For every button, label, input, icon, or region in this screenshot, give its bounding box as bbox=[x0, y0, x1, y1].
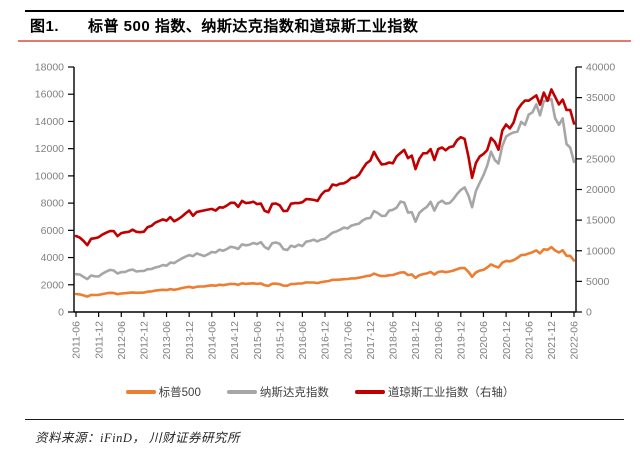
x-axis-label: 2020-12 bbox=[501, 321, 513, 360]
right-axis-label: 20000 bbox=[586, 184, 615, 196]
chart-legend: 标普500 纳斯达克指数 道琼斯工业指数（右轴） bbox=[0, 382, 640, 402]
x-axis-label: 2014-06 bbox=[206, 321, 218, 360]
legend-swatch-nasdaq-line bbox=[226, 390, 257, 394]
legend-label: 纳斯达克指数 bbox=[259, 387, 329, 399]
x-axis-label: 2021-12 bbox=[546, 321, 558, 360]
x-axis-label: 2019-12 bbox=[455, 321, 467, 360]
footer-rule bbox=[25, 419, 624, 420]
legend-label: 标普500 bbox=[158, 387, 201, 399]
x-axis-label: 2018-06 bbox=[388, 321, 400, 360]
line-chart: 0 2000 4000 6000 8000 10000 12000 14000 16000 180… bbox=[35, 62, 616, 360]
dow-line bbox=[74, 88, 576, 247]
x-axis-label: 2016-12 bbox=[320, 321, 332, 360]
legend-label: 道琼斯工业指数（右轴） bbox=[387, 387, 515, 399]
x-axis-label: 2020-06 bbox=[478, 321, 490, 360]
x-axis-label: 2018-12 bbox=[410, 321, 422, 360]
left-axis-label: 14000 bbox=[35, 116, 64, 128]
right-axis-label: 10000 bbox=[586, 245, 615, 257]
x-axis-label: 2012-06 bbox=[116, 321, 128, 360]
left-axis-label: 0 bbox=[58, 307, 64, 319]
title-underline bbox=[18, 40, 631, 42]
x-axis-label: 2017-06 bbox=[342, 321, 354, 360]
left-axis-label: 18000 bbox=[35, 62, 64, 74]
figure-label: 图1. bbox=[30, 18, 60, 35]
x-axis-label: 2011-06 bbox=[71, 321, 83, 359]
right-axis-label: 5000 bbox=[586, 276, 610, 288]
nasdaq-line bbox=[74, 97, 576, 281]
left-axis-label: 10000 bbox=[35, 170, 64, 182]
header-top-rule bbox=[25, 10, 624, 12]
x-axis-label: 2014-12 bbox=[229, 321, 241, 360]
left-axis-label: 4000 bbox=[41, 252, 65, 264]
x-axis-label: 2013-06 bbox=[161, 321, 173, 360]
source-note: 资料来源：iFinD， 川财证券研究所 bbox=[35, 431, 240, 445]
left-axis-label: 6000 bbox=[41, 225, 65, 237]
legend-item-nasdaq-line: 纳斯达克指数 bbox=[226, 384, 329, 400]
figure-title-text: 标普 500 指数、纳斯达克指数和道琼斯工业指数 bbox=[88, 18, 419, 35]
x-axis-label: 2011-12 bbox=[93, 321, 105, 359]
legend-swatch-dow-line bbox=[354, 390, 385, 394]
legend-item-dow-line: 道琼斯工业指数（右轴） bbox=[354, 384, 515, 400]
legend-swatch-sp500-line bbox=[125, 390, 156, 394]
legend-item-sp500-line: 标普500 bbox=[125, 384, 201, 400]
right-axis-label: 15000 bbox=[586, 215, 615, 227]
left-axis-label: 12000 bbox=[35, 143, 64, 155]
x-axis-label: 2015-12 bbox=[274, 321, 286, 360]
x-axis-label: 2017-12 bbox=[365, 321, 377, 360]
right-axis-label: 0 bbox=[586, 307, 592, 319]
x-axis-label: 2012-12 bbox=[139, 321, 151, 360]
x-axis-label: 2016-06 bbox=[297, 321, 309, 360]
right-axis-label: 40000 bbox=[586, 62, 615, 74]
left-axis-label: 8000 bbox=[41, 198, 65, 210]
figure-title: 图1. 标普 500 指数、纳斯达克指数和道琼斯工业指数 bbox=[30, 15, 630, 36]
right-axis-label: 25000 bbox=[586, 153, 615, 165]
right-axis-label: 35000 bbox=[586, 92, 615, 104]
x-axis-label: 2015-06 bbox=[252, 321, 264, 360]
left-axis-label: 16000 bbox=[35, 89, 64, 101]
sp500-line bbox=[74, 245, 576, 298]
x-axis-label: 2013-12 bbox=[184, 321, 196, 360]
left-axis-label: 2000 bbox=[41, 279, 65, 291]
x-axis-label: 2022-06 bbox=[569, 321, 581, 360]
x-axis-label: 2019-06 bbox=[433, 321, 445, 360]
right-axis-label: 30000 bbox=[586, 123, 615, 135]
x-axis-label: 2021-06 bbox=[523, 321, 535, 360]
